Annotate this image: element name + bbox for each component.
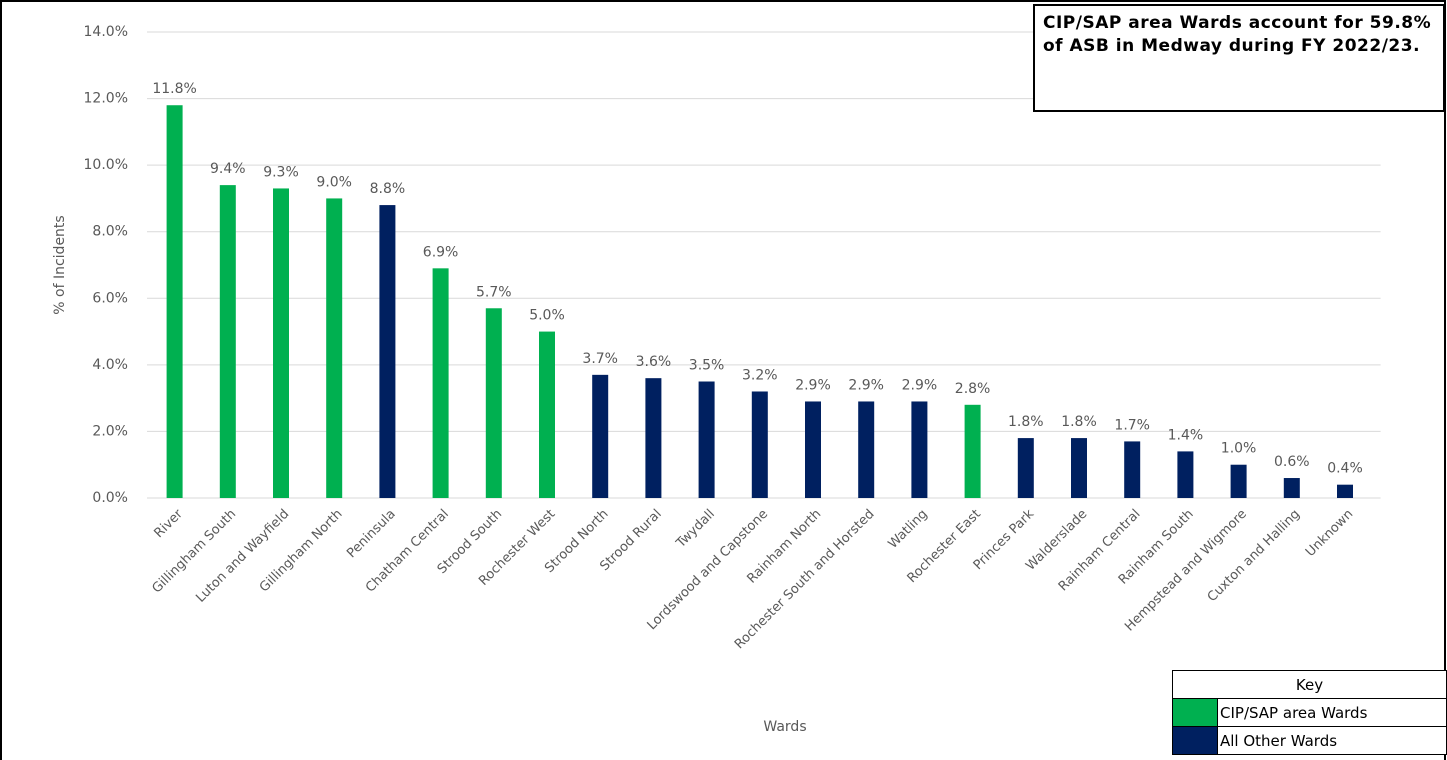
- legend-swatch: [1172, 698, 1218, 727]
- value-label: 1.0%: [1221, 441, 1257, 457]
- bar: [432, 268, 449, 498]
- value-label: 1.4%: [1168, 427, 1204, 443]
- bar: [1124, 441, 1141, 498]
- bar: [751, 391, 768, 498]
- bar: [911, 401, 928, 498]
- x-tick-label: Watling: [886, 507, 931, 552]
- y-axis-title: % of Incidents: [52, 215, 68, 314]
- x-tick-label: River: [151, 506, 186, 541]
- legend: Key CIP/SAP area Wards All Other Wards: [1172, 670, 1447, 755]
- bar: [1071, 438, 1087, 498]
- bar: [326, 198, 343, 498]
- x-tick-label: Luton and Wayfield: [193, 507, 292, 606]
- value-label: 3.6%: [636, 354, 672, 370]
- value-label: 2.8%: [955, 381, 991, 397]
- value-label: 2.9%: [902, 377, 938, 393]
- value-label: 0.6%: [1274, 454, 1310, 470]
- value-label: 5.7%: [476, 284, 512, 300]
- bar: [1283, 478, 1300, 498]
- x-axis-title: Wards: [763, 719, 806, 735]
- legend-title: Key: [1172, 670, 1447, 699]
- value-label: 1.8%: [1061, 414, 1097, 430]
- value-label: 11.8%: [152, 81, 196, 97]
- x-tick-label: Twydall: [673, 507, 718, 552]
- y-tick-label: 14.0%: [84, 24, 128, 40]
- y-tick-label: 6.0%: [92, 290, 128, 306]
- bar: [539, 331, 555, 498]
- y-tick-label: 10.0%: [84, 157, 128, 173]
- value-label: 3.5%: [689, 358, 725, 374]
- bar: [592, 374, 609, 498]
- bar: [858, 401, 875, 498]
- bar: [1017, 438, 1034, 498]
- value-label: 3.7%: [582, 351, 618, 367]
- y-tick-label: 2.0%: [92, 423, 128, 439]
- bar: [485, 308, 502, 498]
- value-label: 8.8%: [370, 181, 406, 197]
- y-tick-label: 0.0%: [92, 490, 128, 506]
- bar: [1230, 464, 1247, 498]
- bar: [645, 378, 662, 498]
- bar: [1177, 451, 1194, 498]
- legend-label: CIP/SAP area Wards: [1217, 698, 1447, 727]
- annotation: CIP/SAP area Wards account for 59.8% of …: [1033, 4, 1445, 112]
- legend-swatch: [1172, 726, 1218, 755]
- bar: [219, 185, 236, 498]
- value-label: 9.0%: [316, 174, 352, 190]
- y-tick-label: 8.0%: [92, 224, 128, 240]
- value-label: 9.4%: [210, 161, 246, 177]
- value-label: 2.9%: [848, 377, 884, 393]
- value-label: 6.9%: [423, 244, 459, 260]
- y-tick-label: 4.0%: [92, 357, 128, 373]
- legend-label: All Other Wards: [1217, 726, 1447, 755]
- value-label: 0.4%: [1327, 461, 1363, 477]
- value-label: 1.8%: [1008, 414, 1044, 430]
- value-label: 9.3%: [263, 164, 299, 180]
- value-label: 3.2%: [742, 367, 778, 383]
- bar: [1337, 484, 1353, 498]
- value-label: 1.7%: [1114, 417, 1150, 433]
- bar: [379, 205, 396, 499]
- y-tick-label: 12.0%: [84, 91, 128, 107]
- x-tick-label: Cuxton and Halling: [1205, 507, 1303, 605]
- bar: [698, 381, 715, 498]
- bar: [166, 105, 183, 498]
- x-tick-label: Peninsula: [344, 507, 398, 561]
- bar: [964, 404, 981, 498]
- bar: [805, 401, 821, 498]
- bar: [273, 188, 289, 498]
- value-label: 5.0%: [529, 308, 565, 324]
- value-label: 2.9%: [795, 377, 831, 393]
- x-tick-label: Unknown: [1303, 507, 1356, 560]
